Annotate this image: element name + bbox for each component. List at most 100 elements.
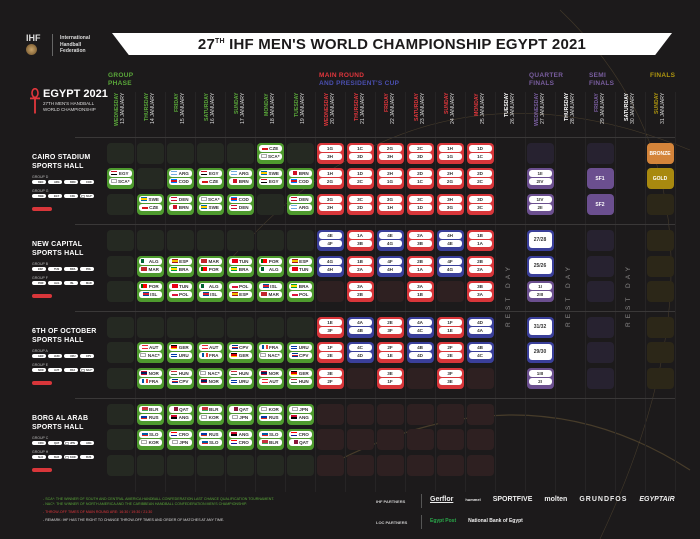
main-round-card[interactable]: 2B 1A: [406, 256, 434, 277]
main-round-card[interactable]: 3G 1H: [376, 194, 404, 215]
match-card[interactable]: ANG CRO: [226, 429, 254, 450]
match-card[interactable]: ISL MAR: [256, 281, 284, 302]
match-card[interactable]: ALG ISL: [196, 281, 224, 302]
match-card[interactable]: ARG COD: [166, 168, 194, 189]
main-round-card[interactable]: 2F 1E: [376, 342, 404, 363]
match-card[interactable]: ESP BRA: [166, 256, 194, 277]
gold-medal-card[interactable]: GOLD: [646, 168, 674, 189]
match-card[interactable]: EGY SCA*: [106, 168, 134, 189]
main-round-card[interactable]: 2G 3H: [376, 143, 404, 164]
match-card[interactable]: SLO KOR: [136, 429, 164, 450]
match-card[interactable]: DEN BRN: [166, 194, 194, 215]
match-card[interactable]: ARG BRN: [226, 168, 254, 189]
match-card[interactable]: BRN COD: [286, 168, 314, 189]
presidents-cup-card[interactable]: 4A 4C: [406, 317, 434, 338]
match-card[interactable]: CZE SCA*: [256, 143, 284, 164]
main-round-card[interactable]: 1G 3H: [316, 143, 344, 164]
quarter-final-card[interactable]: 1IV 2II: [526, 194, 554, 215]
match-card[interactable]: HUN URU: [226, 368, 254, 389]
main-round-card[interactable]: 3G 2H: [316, 194, 344, 215]
main-round-card[interactable]: 1D 1C: [466, 143, 494, 164]
presidents-cup-card[interactable]: 4C 4D: [346, 342, 374, 363]
match-card[interactable]: AUT FRA: [196, 342, 224, 363]
main-round-card[interactable]: 1H 1G: [436, 143, 464, 164]
match-card[interactable]: AUT NAC*: [136, 342, 164, 363]
main-round-card[interactable]: 1E 3F: [316, 317, 344, 338]
presidents-cup-card[interactable]: 4A 4B: [346, 317, 374, 338]
presidents-cup-card[interactable]: 4B 4D: [406, 342, 434, 363]
match-card[interactable]: HUN CPV: [166, 368, 194, 389]
match-card[interactable]: TUN POL: [166, 281, 194, 302]
match-card[interactable]: GER HUN: [286, 368, 314, 389]
main-round-card[interactable]: 1D 2C: [346, 168, 374, 189]
main-round-card[interactable]: 3D 3C: [466, 194, 494, 215]
main-round-card[interactable]: 2A 3B: [406, 230, 434, 251]
match-card[interactable]: TUN BRA: [226, 256, 254, 277]
quarter-final-card[interactable]: 1III 2I: [526, 368, 554, 389]
match-card[interactable]: BLR RUS: [136, 404, 164, 425]
main-round-card[interactable]: 3H 3G: [436, 194, 464, 215]
match-card[interactable]: BLR KOR: [196, 404, 224, 425]
match-card[interactable]: QAT JPN: [226, 404, 254, 425]
presidents-cup-card[interactable]: 4G 4H: [316, 256, 344, 277]
main-round-card[interactable]: 3A 2B: [346, 281, 374, 302]
placement-match-card[interactable]: 25/26: [526, 256, 554, 277]
semi-final-card[interactable]: SF2: [586, 194, 614, 215]
match-card[interactable]: BRA POL: [286, 281, 314, 302]
presidents-cup-card[interactable]: 4F 4H: [376, 256, 404, 277]
match-card[interactable]: CRO QAT: [286, 429, 314, 450]
match-card[interactable]: JPN ANG: [286, 404, 314, 425]
presidents-cup-card[interactable]: 4B 4C: [466, 342, 494, 363]
match-card[interactable]: MAR POR: [196, 256, 224, 277]
presidents-cup-card[interactable]: 4E 4G: [376, 230, 404, 251]
placement-match-card[interactable]: 27/28: [526, 230, 554, 251]
placement-match-card[interactable]: 31/32: [526, 317, 554, 338]
main-round-card[interactable]: 2E 3F: [376, 317, 404, 338]
match-card[interactable]: NAC* NOR: [196, 368, 224, 389]
match-card[interactable]: NOR FRA: [136, 368, 164, 389]
semi-final-card[interactable]: SF1: [586, 168, 614, 189]
main-round-card[interactable]: 1B 2A: [346, 256, 374, 277]
main-round-card[interactable]: 3A 1B: [406, 281, 434, 302]
main-round-card[interactable]: 1B 1A: [466, 230, 494, 251]
match-card[interactable]: RUS SLO: [196, 429, 224, 450]
match-card[interactable]: POR ALG: [256, 256, 284, 277]
main-round-card[interactable]: 3C 1D: [406, 194, 434, 215]
match-card[interactable]: GER URU: [166, 342, 194, 363]
match-card[interactable]: CRO JPN: [166, 429, 194, 450]
match-card[interactable]: KOR RUS: [256, 404, 284, 425]
main-round-card[interactable]: 1A 3B: [346, 230, 374, 251]
presidents-cup-card[interactable]: 4F 4G: [436, 256, 464, 277]
main-round-card[interactable]: 2D 1C: [406, 168, 434, 189]
match-card[interactable]: CPV GER: [226, 342, 254, 363]
main-round-card[interactable]: 2C 3D: [406, 143, 434, 164]
match-card[interactable]: DEN ARG: [286, 194, 314, 215]
match-card[interactable]: QAT ANG: [166, 404, 194, 425]
main-round-card[interactable]: 1C 3D: [346, 143, 374, 164]
main-round-card[interactable]: 3E 2F: [316, 368, 344, 389]
match-card[interactable]: POL ESP: [226, 281, 254, 302]
placement-match-card[interactable]: 29/30: [526, 342, 554, 363]
main-round-card[interactable]: 1F 1E: [436, 317, 464, 338]
presidents-cup-card[interactable]: 4D 4A: [466, 317, 494, 338]
main-round-card[interactable]: 2D 2C: [466, 168, 494, 189]
match-card[interactable]: ALG MAR: [136, 256, 164, 277]
match-card[interactable]: ESP TUN: [286, 256, 314, 277]
main-round-card[interactable]: 2H 1G: [376, 168, 404, 189]
match-card[interactable]: SCA* SWE: [196, 194, 224, 215]
quarter-final-card[interactable]: 1I 2III: [526, 281, 554, 302]
match-card[interactable]: SLO BLR: [256, 429, 284, 450]
main-round-card[interactable]: 1F 2E: [316, 342, 344, 363]
main-round-card[interactable]: 3E 1F: [376, 368, 404, 389]
match-card[interactable]: SWE CZE: [136, 194, 164, 215]
match-card[interactable]: COD DEN: [226, 194, 254, 215]
match-card[interactable]: NOR AUT: [256, 368, 284, 389]
presidents-cup-card[interactable]: 4E 4F: [316, 230, 344, 251]
match-card[interactable]: URU CPV: [286, 342, 314, 363]
main-round-card[interactable]: 3F 3E: [436, 368, 464, 389]
match-card[interactable]: SWE EGY: [256, 168, 284, 189]
match-card[interactable]: EGY CZE: [196, 168, 224, 189]
match-card[interactable]: FRA NAC*: [256, 342, 284, 363]
quarter-final-card[interactable]: 1II 2IV: [526, 168, 554, 189]
presidents-cup-card[interactable]: 4H 4E: [436, 230, 464, 251]
